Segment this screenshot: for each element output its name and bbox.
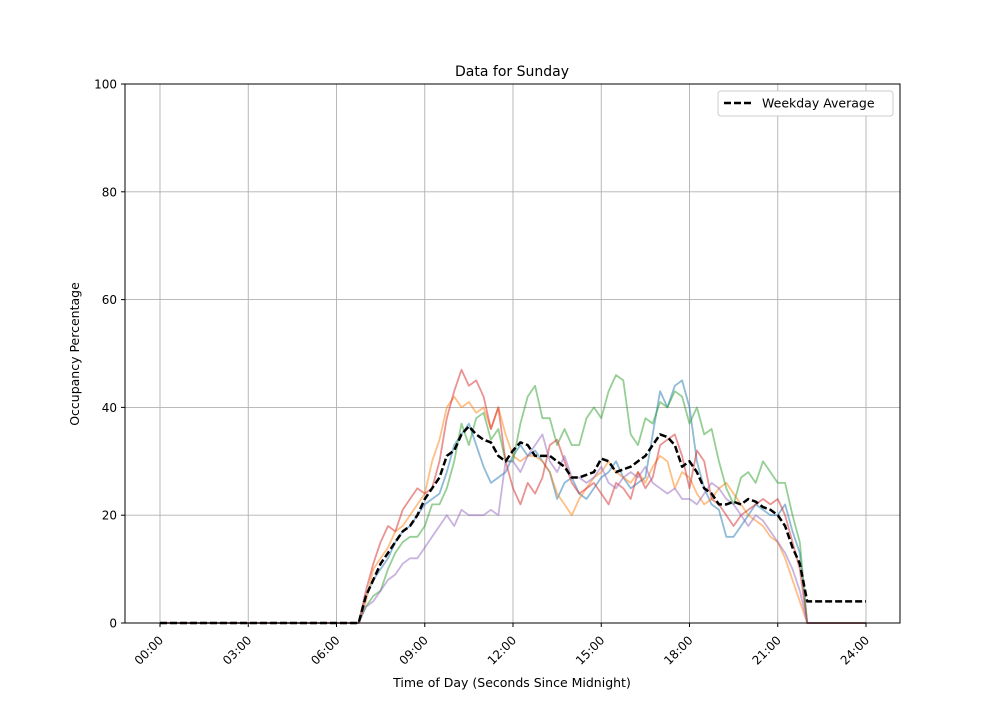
legend: Weekday Average	[717, 90, 894, 117]
legend-box	[717, 90, 894, 117]
y-tick-label: 0	[109, 617, 117, 631]
series-lines	[160, 368, 866, 625]
chart-title: Data for Sunday	[455, 64, 569, 80]
y-tick-label: 40	[102, 401, 117, 415]
x-tick-label: 00:00	[132, 633, 166, 667]
x-tick-label: 18:00	[661, 633, 695, 667]
grid	[125, 83, 900, 624]
series-line-2	[160, 395, 866, 624]
x-tick-label: 21:00	[750, 633, 784, 667]
x-tick-label: 06:00	[308, 633, 342, 667]
x-tick-label: 09:00	[397, 633, 431, 667]
x-axis-label: Time of Day (Seconds Since Midnight)	[392, 675, 631, 690]
series-line-4	[160, 368, 866, 624]
y-tick-label: 20	[102, 509, 117, 523]
y-axis-label: Occupancy Percentage	[67, 282, 82, 426]
series-line-5	[160, 433, 866, 624]
series-line-1	[160, 379, 866, 624]
plot-frame	[124, 83, 901, 624]
series-line-weekday-average	[160, 425, 866, 625]
x-axis: 00:00 03:00 06:00 09:00 12:00 15:00 18:00 21:00…	[132, 623, 872, 668]
x-tick-label: 12:00	[485, 633, 519, 667]
y-tick-label: 80	[102, 185, 117, 199]
y-axis: 0 20 40 60 80 100	[94, 78, 125, 631]
x-tick-label: 24:00	[838, 633, 872, 667]
x-tick-label: 15:00	[573, 633, 607, 667]
x-tick-label: 03:00	[220, 633, 254, 667]
y-tick-label: 100	[94, 78, 117, 92]
series-line-3	[160, 374, 866, 624]
y-tick-label: 60	[102, 293, 117, 307]
legend-label-weekday-average: Weekday Average	[762, 96, 875, 111]
